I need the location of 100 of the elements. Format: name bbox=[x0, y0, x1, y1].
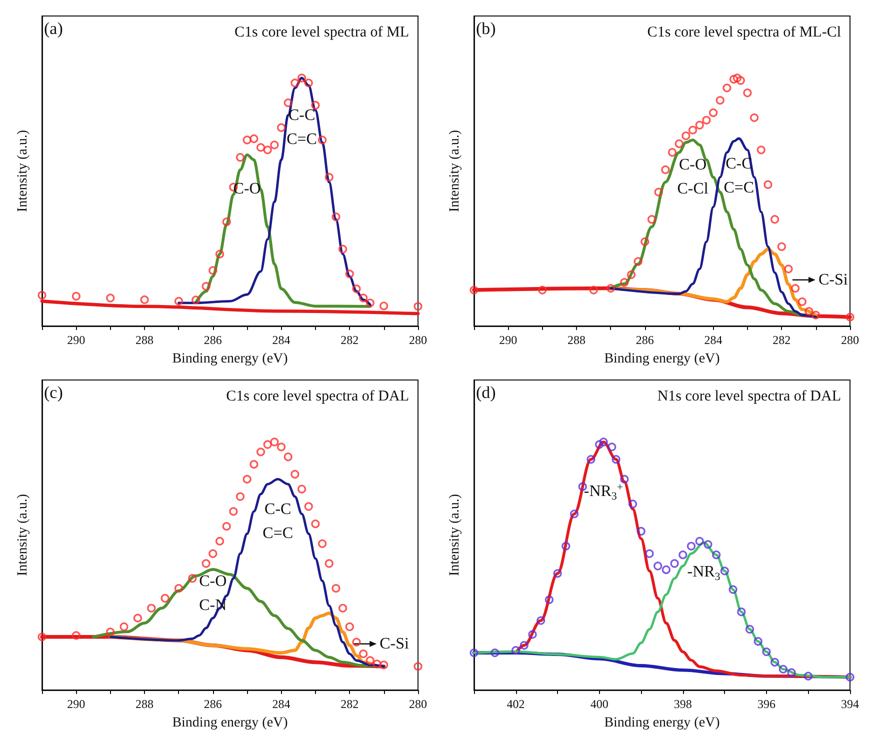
point bbox=[188, 574, 197, 583]
point bbox=[704, 540, 712, 549]
point bbox=[777, 242, 786, 251]
point bbox=[222, 218, 231, 226]
point bbox=[538, 286, 547, 294]
point bbox=[770, 215, 780, 224]
point bbox=[702, 116, 711, 124]
point bbox=[263, 440, 272, 449]
point bbox=[668, 148, 677, 157]
x-tick-label: 290 bbox=[67, 333, 86, 347]
point bbox=[695, 120, 704, 130]
x-tick-label: 288 bbox=[136, 333, 154, 347]
point bbox=[722, 84, 732, 92]
point bbox=[608, 442, 616, 452]
point bbox=[716, 96, 724, 105]
point bbox=[338, 604, 348, 612]
point bbox=[208, 266, 218, 275]
point bbox=[366, 298, 374, 308]
point bbox=[682, 131, 690, 140]
point bbox=[695, 536, 704, 546]
x-tick-label: 286 bbox=[204, 333, 222, 347]
point bbox=[38, 290, 46, 300]
point bbox=[359, 294, 368, 302]
point bbox=[229, 507, 238, 516]
point bbox=[606, 284, 616, 293]
point bbox=[798, 297, 806, 306]
point bbox=[756, 146, 766, 154]
point bbox=[236, 492, 245, 501]
point bbox=[414, 302, 422, 311]
point bbox=[174, 584, 184, 593]
point bbox=[570, 510, 579, 518]
point bbox=[612, 455, 620, 464]
point bbox=[812, 310, 820, 320]
x-tick-label: 282 bbox=[340, 697, 359, 711]
point bbox=[750, 113, 759, 122]
x-tick-label: 284 bbox=[704, 333, 722, 347]
point bbox=[380, 660, 388, 670]
point bbox=[106, 628, 115, 636]
point bbox=[366, 656, 374, 665]
point bbox=[297, 74, 306, 82]
text: (d) bbox=[476, 383, 496, 402]
point bbox=[332, 212, 340, 222]
point bbox=[636, 526, 646, 536]
point bbox=[338, 244, 348, 254]
point bbox=[140, 295, 149, 304]
text: (a) bbox=[44, 19, 63, 38]
chart-title: C1s core level spectra of DAL bbox=[226, 388, 410, 404]
point bbox=[256, 143, 266, 152]
point bbox=[764, 180, 772, 189]
point bbox=[276, 123, 286, 132]
point bbox=[654, 562, 662, 570]
series-label: C-Si bbox=[380, 635, 410, 652]
x-axis-title: Binding energy (eV) bbox=[172, 716, 288, 730]
point bbox=[846, 312, 854, 322]
point bbox=[754, 637, 762, 646]
series-label: C-O C-Cl bbox=[677, 156, 709, 198]
point bbox=[762, 648, 771, 656]
x-tick-label: 282 bbox=[772, 333, 791, 347]
point bbox=[311, 100, 320, 110]
point bbox=[662, 565, 670, 574]
x-tick-label: 284 bbox=[272, 333, 290, 347]
point bbox=[804, 672, 813, 680]
x-tick-label: 400 bbox=[590, 697, 608, 711]
point bbox=[256, 448, 266, 456]
x-tick-label: 290 bbox=[499, 333, 518, 347]
point bbox=[324, 172, 334, 182]
point bbox=[318, 136, 327, 144]
point bbox=[490, 648, 500, 658]
x-tick-label: 282 bbox=[340, 333, 359, 347]
chart-title: C1s core level spectra of ML-Cl bbox=[647, 24, 842, 40]
point bbox=[311, 520, 320, 528]
point bbox=[846, 672, 854, 682]
point bbox=[263, 146, 272, 154]
point bbox=[640, 237, 650, 246]
point bbox=[202, 559, 210, 568]
x-tick-label: 286 bbox=[636, 333, 654, 347]
series-label: C-C C=C bbox=[286, 107, 317, 148]
x-tick-label: 280 bbox=[409, 697, 427, 711]
y-axis-title: Intensity (a.u.) bbox=[16, 494, 30, 576]
point bbox=[553, 569, 562, 578]
point bbox=[192, 296, 200, 304]
point bbox=[236, 153, 245, 162]
x-tick-label: 288 bbox=[136, 697, 154, 711]
point bbox=[770, 658, 780, 667]
x-tick-label: 280 bbox=[409, 333, 427, 347]
point bbox=[732, 74, 742, 82]
point bbox=[470, 648, 478, 658]
point bbox=[133, 614, 142, 622]
point bbox=[670, 559, 679, 568]
point bbox=[599, 438, 608, 446]
point bbox=[270, 140, 279, 150]
point bbox=[634, 257, 642, 266]
point bbox=[745, 624, 754, 634]
point bbox=[686, 542, 696, 550]
point bbox=[345, 270, 354, 278]
y-axis-title: Intensity (a.u.) bbox=[16, 130, 30, 212]
point bbox=[242, 474, 252, 484]
point bbox=[222, 522, 231, 531]
point bbox=[242, 136, 252, 144]
point bbox=[250, 460, 258, 469]
